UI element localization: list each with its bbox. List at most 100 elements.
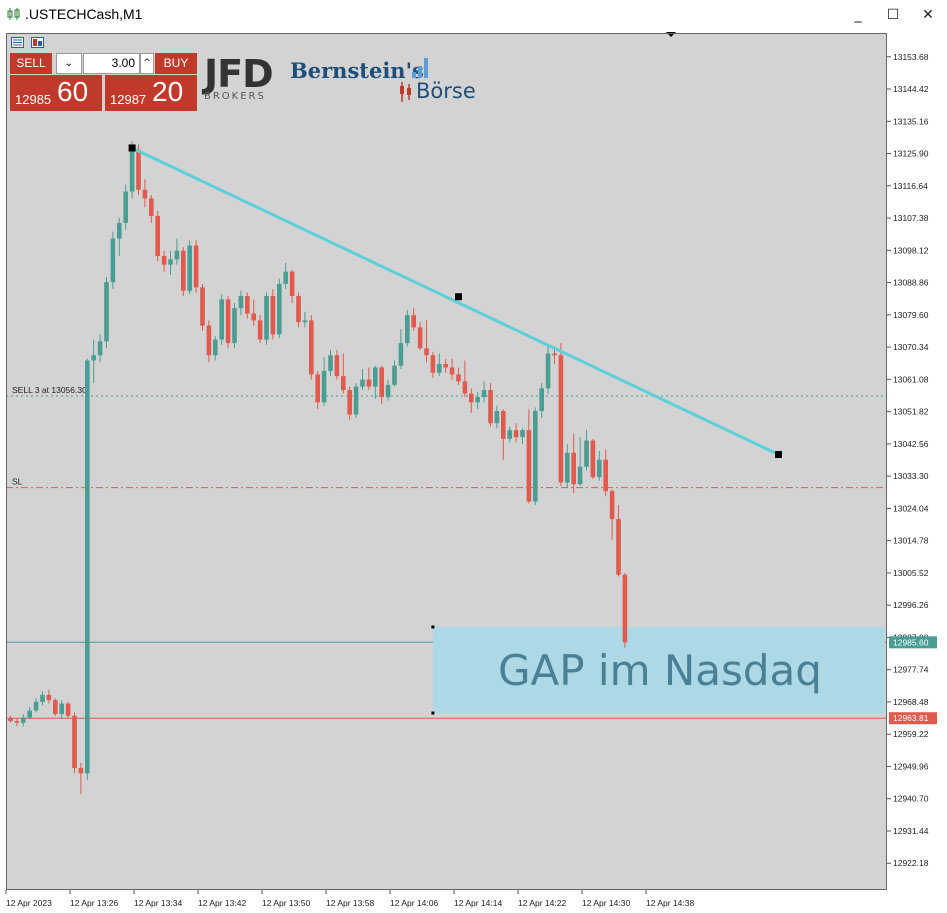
lot-down-button[interactable]: ⌄	[56, 53, 82, 74]
y-tick-label: 13042.56	[893, 439, 929, 449]
gap-box-handle	[431, 625, 435, 629]
candle-body	[353, 386, 359, 415]
y-tick-label: 13107.38	[893, 213, 929, 223]
boerse-logo-text: Börse	[416, 79, 476, 103]
sell-price-box[interactable]: 12985 60	[10, 75, 102, 111]
y-tick-label: 12968.48	[893, 697, 929, 707]
candle-body	[315, 374, 320, 403]
candle-body	[385, 384, 391, 398]
y-tick-label: 12959.22	[893, 729, 929, 739]
x-tick-label: 12 Apr 14:14	[454, 898, 502, 908]
price-tag	[889, 636, 937, 649]
price-level-label: SELL 3 at 13056.30	[12, 385, 87, 395]
candle-body	[21, 717, 26, 723]
y-tick-label: 13070.34	[893, 342, 929, 352]
y-tick-label: 13079.60	[893, 310, 929, 320]
plot-frame	[6, 33, 887, 890]
candle-body	[481, 390, 487, 398]
sell-price-small: 12985	[15, 92, 52, 107]
candle-body	[117, 222, 122, 239]
candle-body	[475, 397, 480, 403]
x-tick-label: 12 Apr 2023	[6, 898, 52, 908]
y-tick-label: 13116.64	[893, 181, 928, 191]
candle-body	[142, 189, 148, 199]
candle-body	[40, 694, 45, 702]
candle-body	[72, 715, 77, 769]
y-tick-label: 13144.42	[893, 84, 929, 94]
candle-body	[225, 299, 231, 344]
price-tag-label: 12985.60	[893, 637, 929, 647]
candle-body	[65, 703, 71, 716]
gap-box-handle	[431, 711, 435, 715]
maximize-button[interactable]: ☐	[886, 7, 900, 23]
candle-body	[78, 768, 84, 774]
minimize-button[interactable]: _	[854, 7, 862, 23]
y-tick-label: 12940.70	[893, 794, 929, 804]
candle-body	[302, 320, 308, 323]
candle-body	[373, 367, 378, 387]
candle-body	[577, 466, 583, 485]
candle-body	[136, 149, 141, 190]
candle-body	[526, 430, 532, 502]
candle-body	[289, 271, 295, 297]
trendline-anchor	[775, 451, 782, 459]
sell-button[interactable]: SELL	[10, 53, 52, 74]
candle-body	[91, 355, 96, 361]
candle-body	[46, 694, 52, 701]
candle-body	[411, 315, 416, 328]
x-tick-label: 12 Apr 13:50	[262, 898, 310, 908]
jfd-logo-text: JFD	[204, 52, 274, 96]
candle-body	[187, 245, 192, 291]
candle-body	[277, 283, 282, 335]
candle-body	[238, 296, 244, 309]
x-tick-label: 12 Apr 13:34	[134, 898, 182, 908]
candle-body	[520, 430, 525, 438]
y-tick-label: 12949.96	[893, 761, 929, 771]
candle-body	[219, 299, 224, 340]
gap-box-label: GAP im Nasdaq	[498, 646, 822, 695]
templates-icon[interactable]	[31, 37, 44, 48]
buy-price-box[interactable]: 12987 20	[105, 75, 197, 111]
y-tick-label: 13135.16	[893, 116, 929, 126]
candle-body	[622, 574, 628, 643]
candle-body	[558, 355, 564, 483]
candle-body	[341, 376, 346, 391]
x-tick-label: 12 Apr 13:58	[326, 898, 374, 908]
candle-body	[53, 700, 58, 715]
candle-body	[334, 355, 340, 377]
lot-up-button[interactable]: ^	[140, 53, 154, 74]
candle-body	[597, 459, 602, 478]
x-tick-label: 12 Apr 13:26	[70, 898, 118, 908]
candle-body	[571, 452, 576, 485]
candle-body	[565, 452, 570, 483]
y-tick-label: 13051.82	[893, 407, 929, 417]
price-chart[interactable]: SELL 3 at 13056.30 SL GAP im Nasdaq 13153.6…	[0, 29, 947, 913]
candle-body	[462, 381, 468, 394]
candle-body	[417, 327, 423, 349]
candle-body	[168, 259, 173, 265]
candlestick-icon	[7, 8, 20, 20]
x-tick-label: 12 Apr 14:38	[646, 898, 694, 908]
close-button[interactable]: ✕	[922, 7, 934, 23]
candle-body	[360, 379, 365, 387]
candle-body	[424, 348, 429, 356]
candle-body	[232, 308, 237, 344]
properties-icon[interactable]	[11, 37, 24, 48]
plot-background	[6, 33, 887, 890]
lot-size-input[interactable]: 3.00	[83, 53, 140, 74]
y-tick-label: 13005.52	[893, 568, 929, 578]
candle-body	[609, 491, 615, 519]
gap-box	[432, 626, 885, 714]
candle-body	[533, 410, 538, 502]
candle-body	[181, 250, 186, 291]
trendline	[131, 146, 780, 456]
candle-body	[296, 296, 301, 323]
candle-body	[501, 410, 506, 439]
buy-button[interactable]: BUY	[155, 53, 197, 74]
window-title: .USTECHCash,M1	[25, 6, 143, 22]
candle-body	[245, 296, 250, 314]
candle-body	[59, 703, 64, 715]
candle-body	[193, 245, 199, 288]
candle-body	[552, 353, 557, 356]
bernstein-logo-text: Bernstein's	[290, 58, 424, 83]
